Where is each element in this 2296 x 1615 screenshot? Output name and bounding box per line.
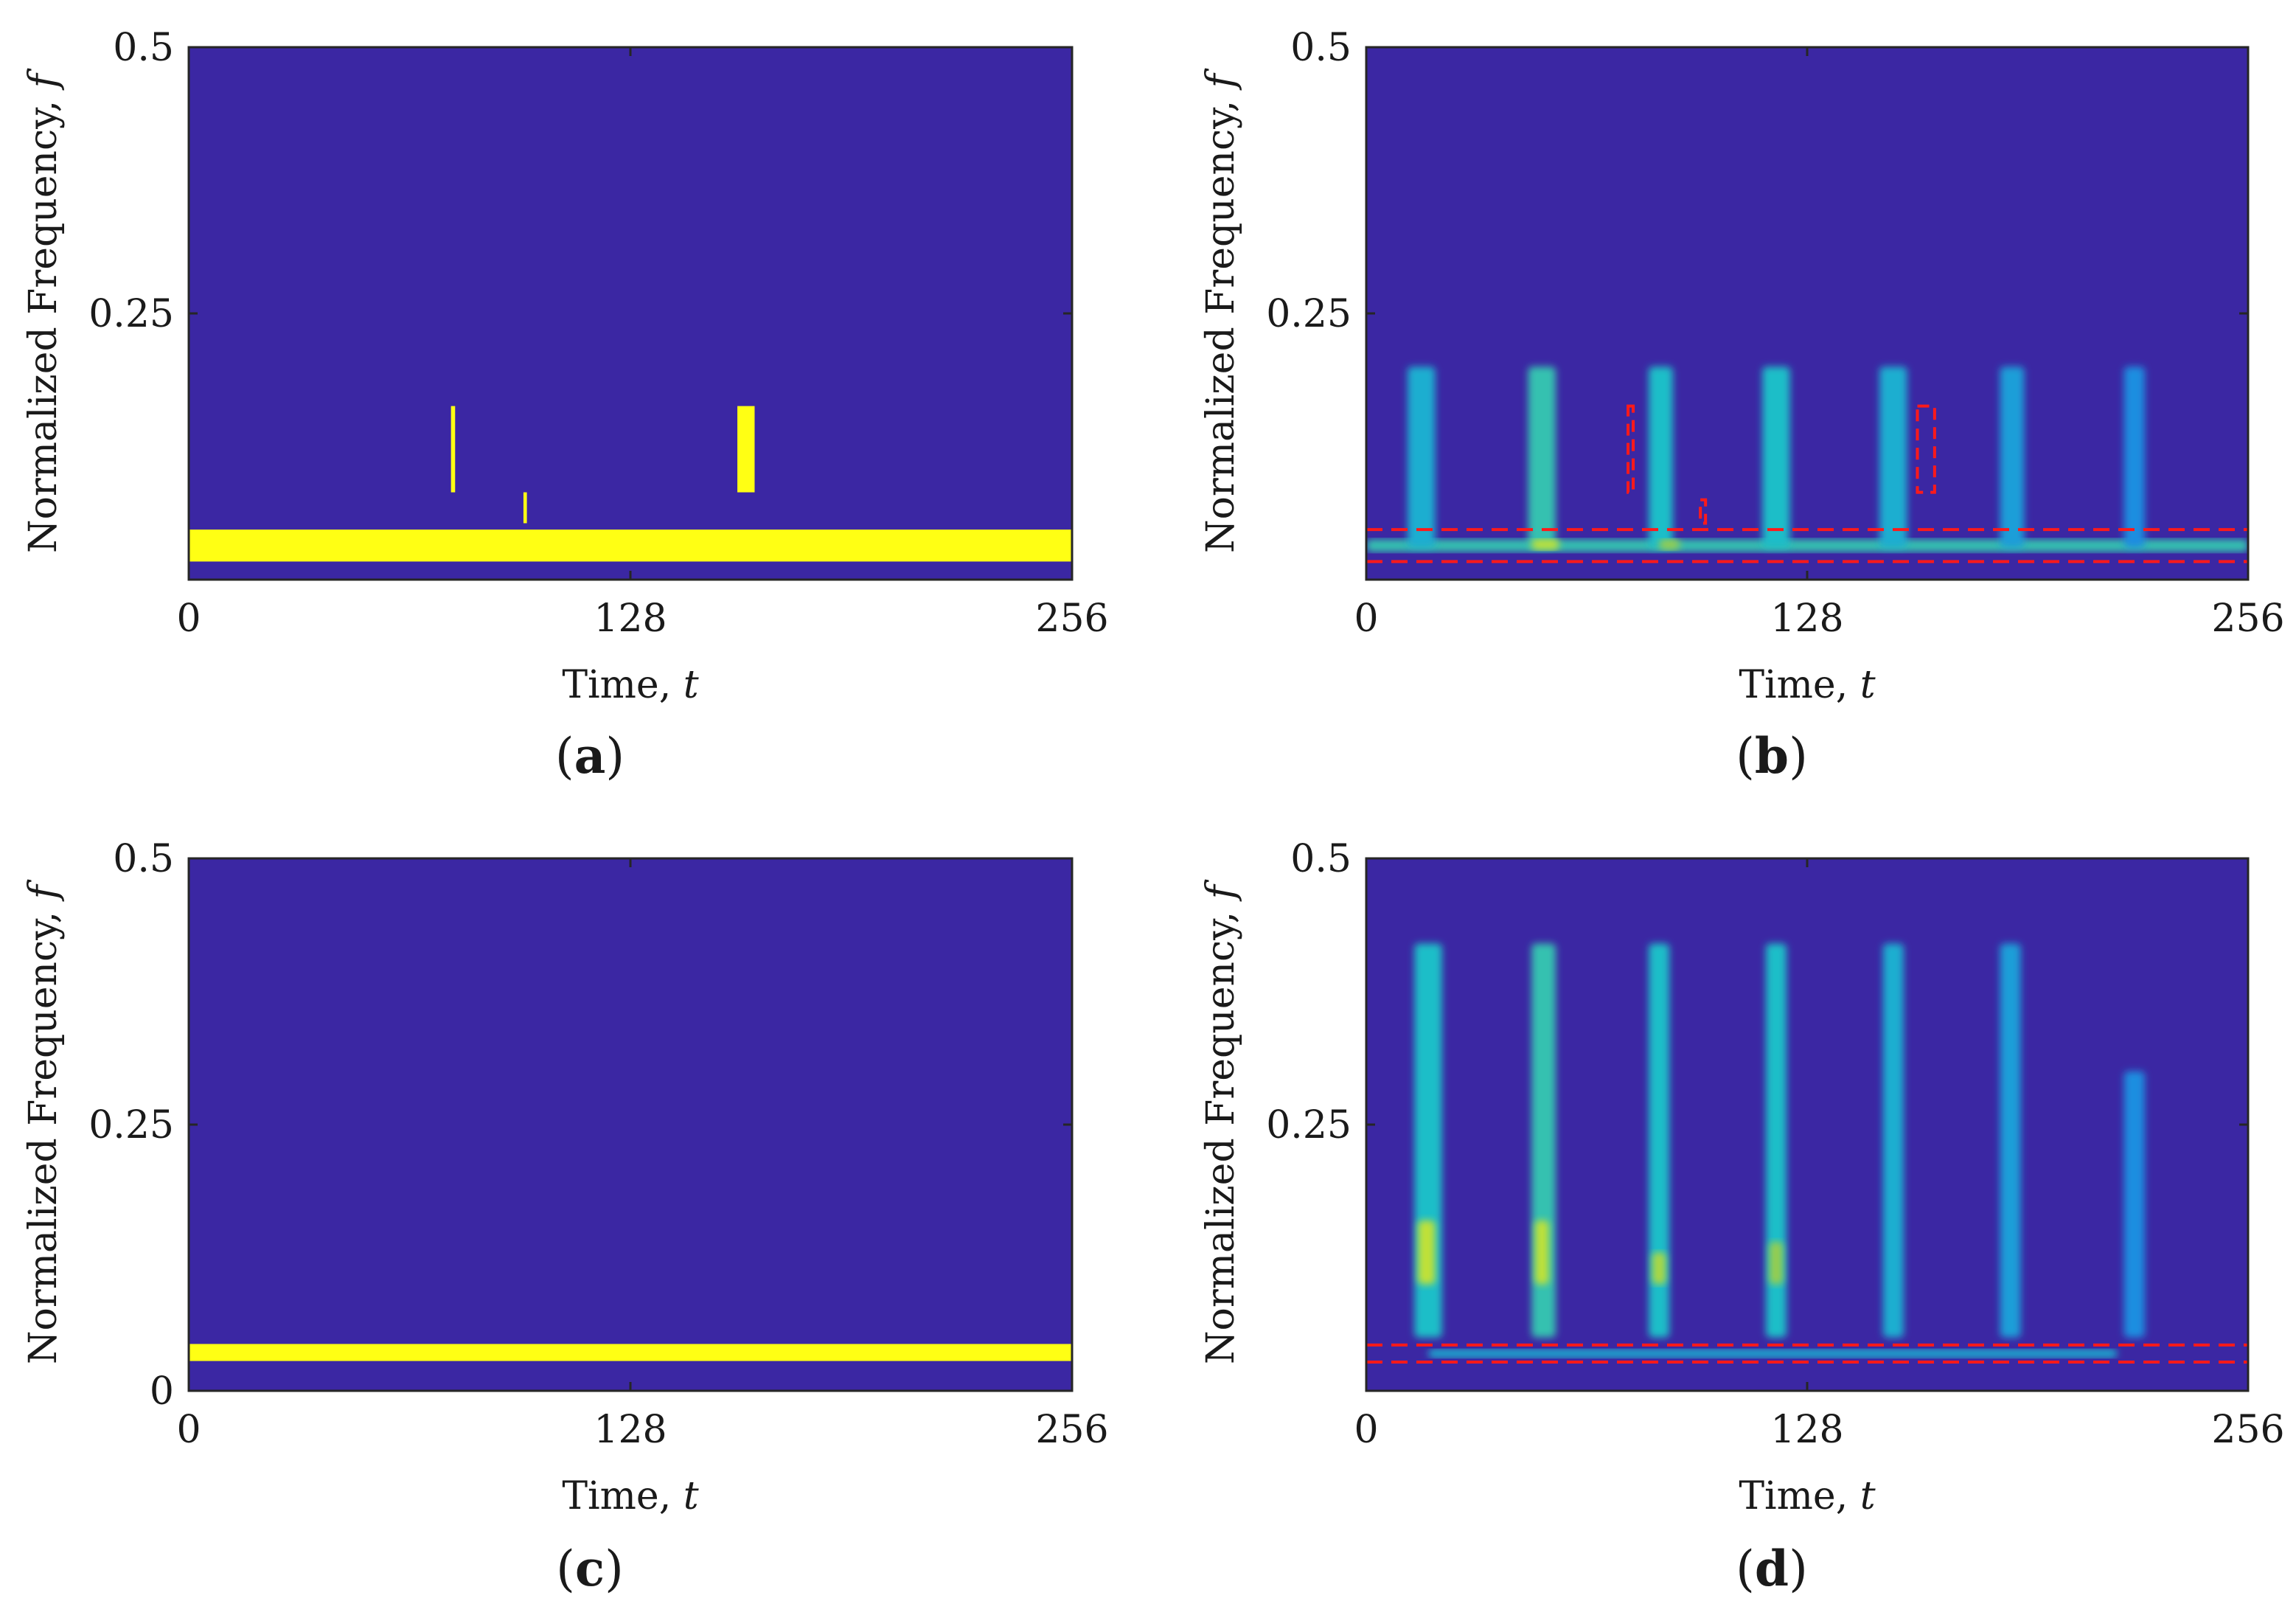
tf-component-core-1 [1418, 1220, 1436, 1285]
x-tick-label: 128 [594, 597, 667, 641]
y-tick-label: 0.5 [113, 837, 174, 881]
tf-component-tone-band [1366, 539, 2248, 552]
tf-component-burst-3 [1649, 367, 1673, 548]
plot-area-b [1366, 47, 2248, 580]
y-tick-label: 0.25 [1266, 292, 1351, 336]
x-axis-label: Time, t [1739, 1474, 1875, 1518]
y-axis-label: Normalized Frequency, f [1199, 879, 1243, 1364]
x-tick-label: 256 [2211, 597, 2284, 641]
panel-caption: (d) [1736, 1540, 1808, 1597]
x-tick-label: 0 [176, 1408, 201, 1452]
y-tick-label: 0 [150, 1369, 174, 1414]
x-tick-label: 128 [1770, 597, 1843, 641]
x-axis-label: Time, t [1739, 663, 1875, 707]
y-axis-label: Normalized Frequency, f [21, 879, 66, 1364]
x-tick-label: 256 [2211, 1408, 2284, 1452]
panel-caption: (c) [556, 1540, 624, 1597]
tf-component-tone [189, 529, 1072, 562]
panel-b: 0 128 256 0.25 0.5 Time, t Normalized Frequenc… [1199, 26, 2285, 785]
tf-component-burst-1 [1408, 367, 1436, 548]
y-tick-label: 0.5 [113, 26, 174, 70]
x-tick-label: 0 [1354, 597, 1378, 641]
tf-component-burst-5 [1882, 943, 1904, 1338]
x-tick-label: 128 [1770, 1408, 1843, 1452]
panel-c: 0 128 256 0 0.25 0.5 Time, t Normalized Frequen… [21, 837, 1109, 1597]
tf-component-hot-spot [1531, 539, 1559, 550]
x-tick-label: 0 [176, 597, 201, 641]
dashed-box-3 [1916, 404, 1936, 494]
x-tick-label: 256 [1035, 1408, 1108, 1452]
tf-component-chirp-3 [737, 406, 755, 493]
plot-area-d [1366, 858, 2248, 1391]
y-tick-label: 0.25 [88, 1103, 174, 1147]
dashed-box-1 [1627, 404, 1635, 494]
x-axis-label: Time, t [562, 1474, 698, 1518]
tf-component-burst-4 [1765, 943, 1787, 1338]
tf-component-core-2 [1534, 1220, 1549, 1285]
tf-component-chirp-2 [523, 492, 527, 524]
tf-component-burst-3 [1649, 943, 1670, 1338]
x-tick-label: 0 [1354, 1408, 1378, 1452]
tf-component-burst-2 [1528, 367, 1556, 548]
tf-component-burst-5 [1879, 367, 1907, 548]
y-axis-label: Normalized Frequency, f [1199, 68, 1243, 553]
x-tick-label: 256 [1035, 597, 1108, 641]
panel-a: 0 128 256 0.25 0.5 Time, t Normalized Frequenc… [21, 26, 1109, 785]
panel-d: 0 128 256 0.25 0.5 Time, t Normalized Frequenc… [1199, 837, 2285, 1597]
tf-component-core-4 [1769, 1241, 1784, 1285]
tf-component-tone [189, 1344, 1072, 1361]
panel-caption: (a) [555, 727, 625, 785]
plot-area-a [189, 47, 1072, 580]
tf-component-chirp-1 [450, 406, 456, 493]
tf-component-burst-7 [2123, 1071, 2145, 1338]
y-tick-label: 0.5 [1290, 837, 1351, 881]
panel-caption: (b) [1736, 727, 1808, 785]
y-tick-label: 0.25 [88, 292, 174, 336]
x-tick-label: 128 [594, 1408, 667, 1452]
tf-component-hot-spot-2 [1659, 539, 1680, 550]
tf-component-burst-6 [2000, 943, 2021, 1338]
dashed-box-2 [1699, 498, 1708, 525]
tf-component-burst-7 [2123, 367, 2145, 548]
plot-area-c [189, 858, 1072, 1391]
tf-component-tone-band [1428, 1349, 2118, 1358]
y-tick-label: 0.5 [1290, 26, 1351, 70]
tf-component-core-3 [1652, 1252, 1666, 1285]
y-axis-label: Normalized Frequency, f [21, 68, 66, 553]
tf-component-burst-4 [1762, 367, 1790, 548]
x-axis-label: Time, t [562, 663, 698, 707]
y-tick-label: 0.25 [1266, 1103, 1351, 1147]
tf-component-burst-6 [2000, 367, 2025, 548]
